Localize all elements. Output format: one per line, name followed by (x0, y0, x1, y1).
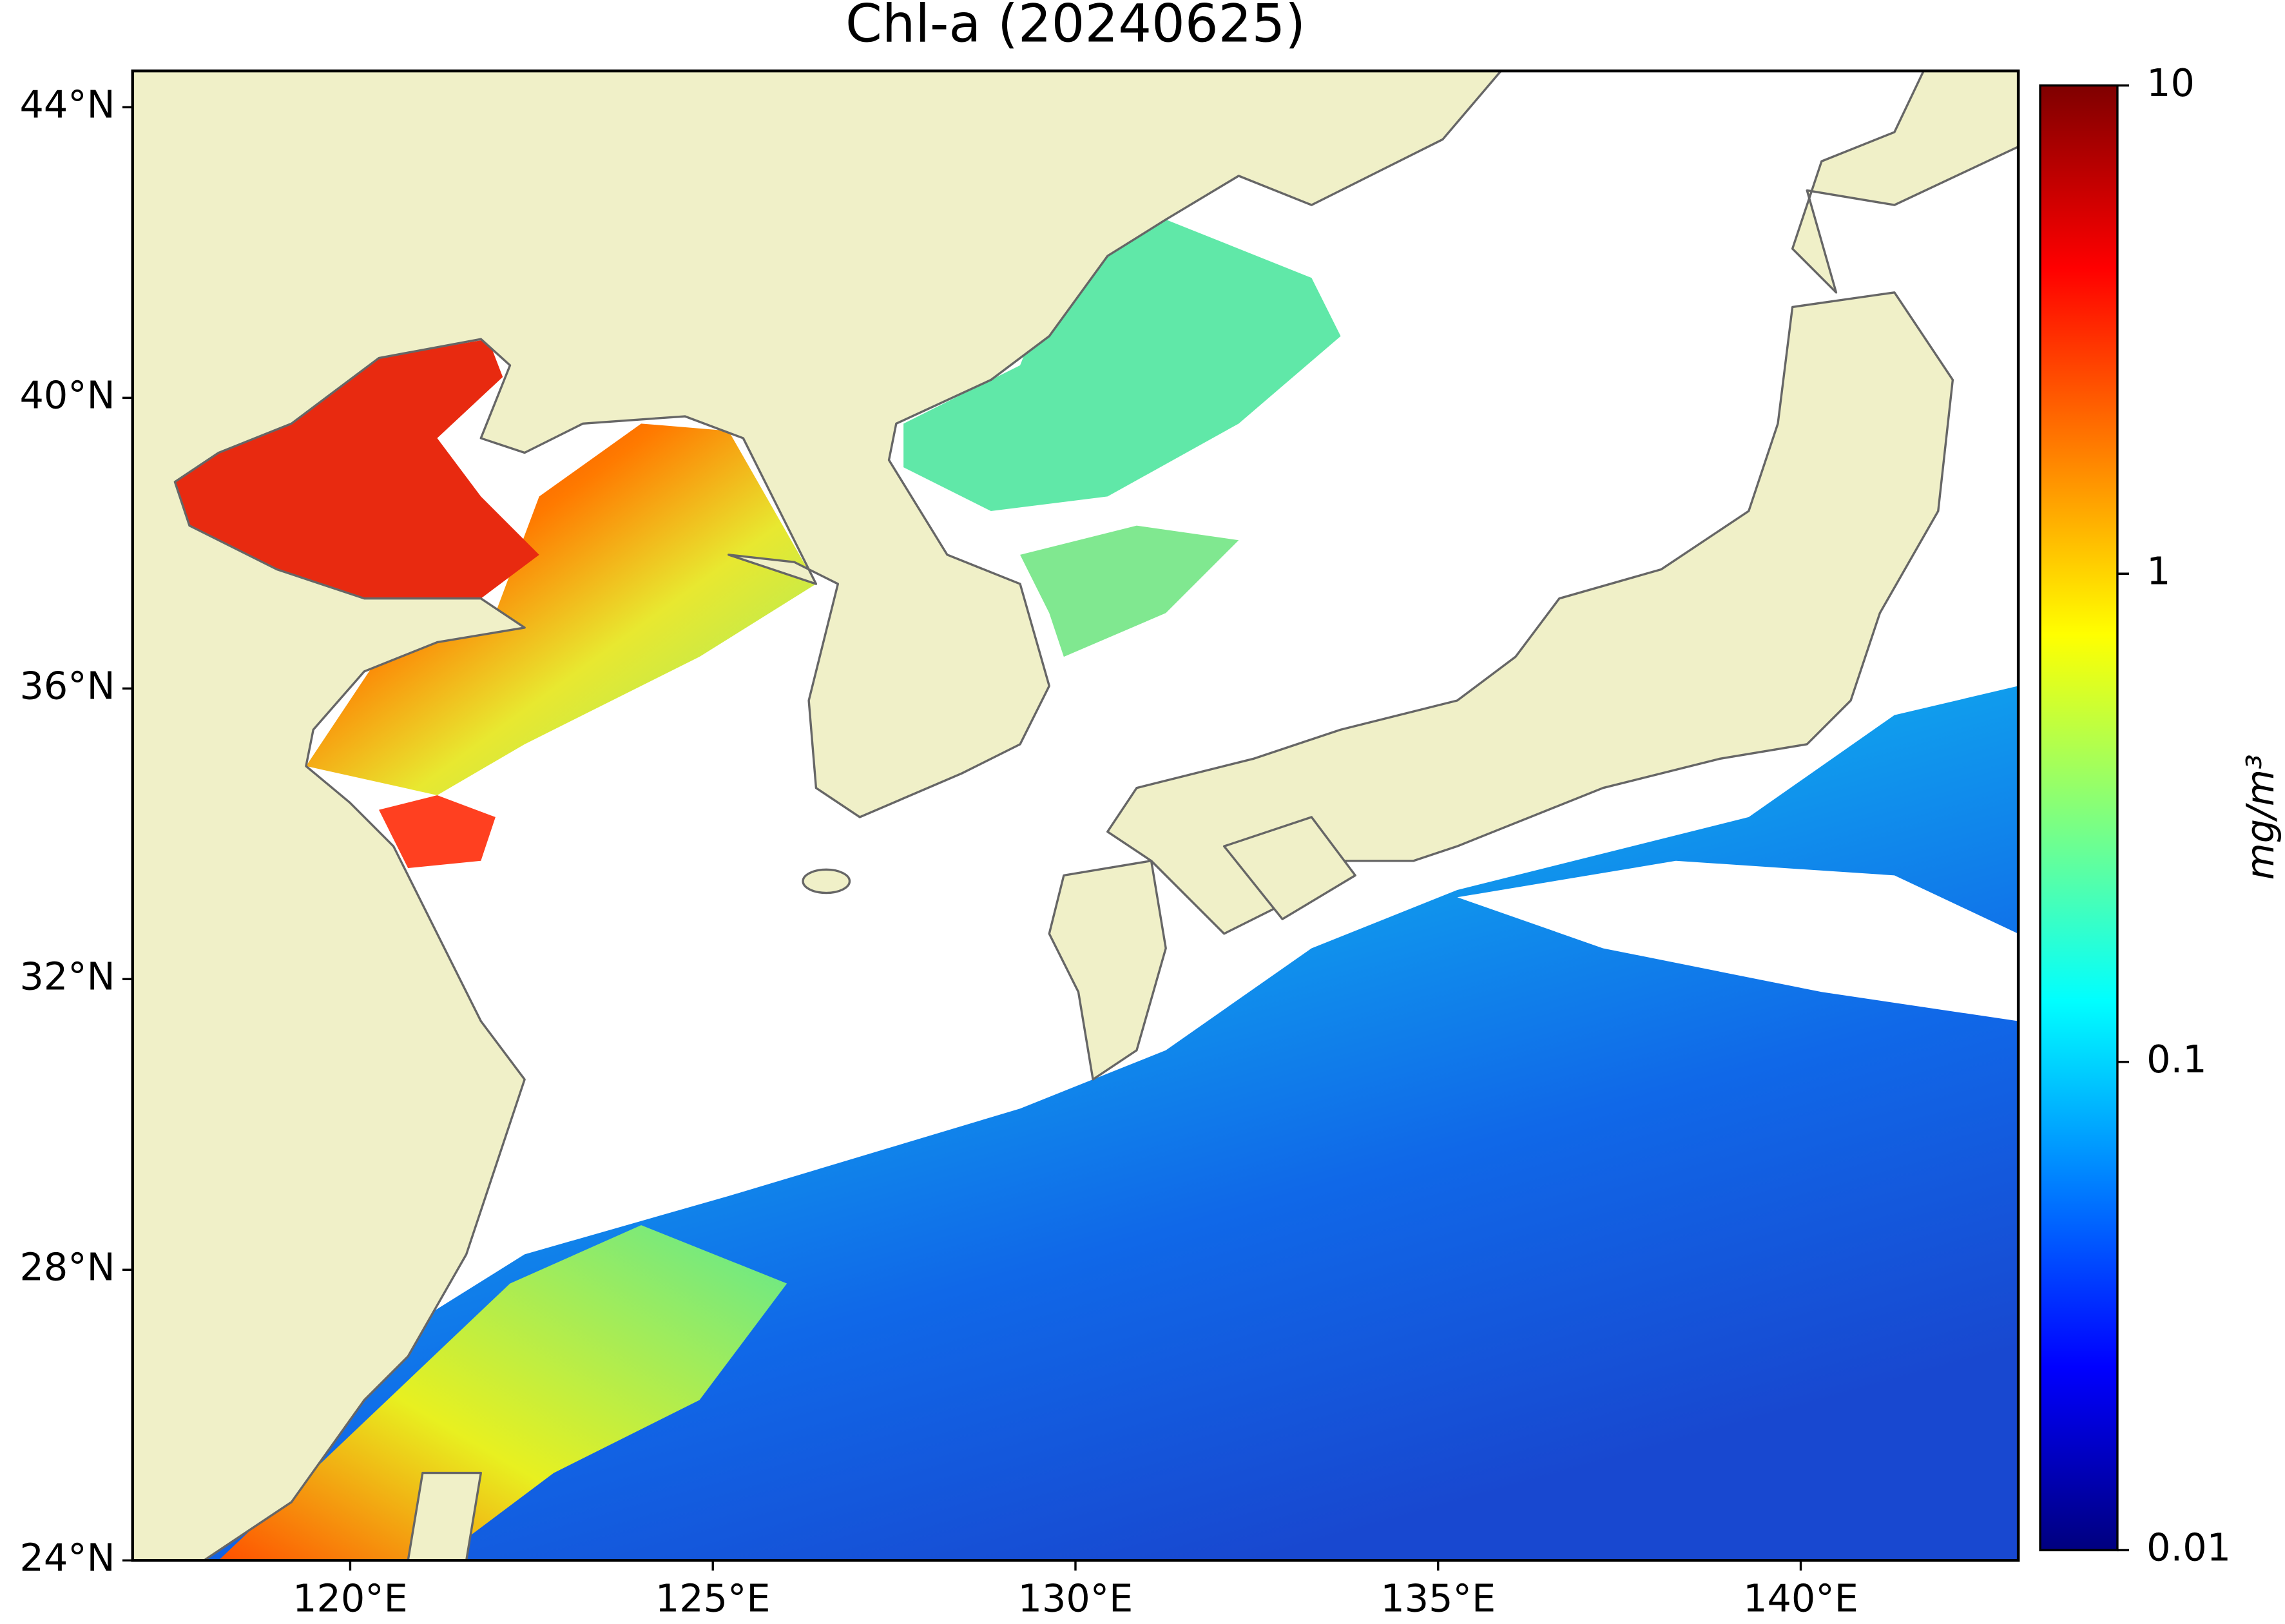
colorbar-tick-label: 1 (2146, 548, 2170, 593)
bohai-chlorophyll (175, 339, 539, 599)
colorbar (2039, 84, 2119, 1552)
y-tick-label: 28°N (19, 1244, 115, 1289)
colorbar-tick-label: 10 (2146, 61, 2195, 105)
y-tick-label: 40°N (19, 372, 115, 417)
hokkaido (1791, 71, 2019, 294)
colorbar-label: mg/m³ (2238, 754, 2282, 880)
shikoku (1222, 816, 1356, 920)
y-tick-label: 32°N (19, 954, 115, 998)
x-tick-label: 125°E (655, 1576, 771, 1621)
x-tick-label: 140°E (1743, 1576, 1858, 1621)
y-tick-label: 36°N (19, 663, 115, 708)
map-title: Chl-a (20240625) (845, 0, 1306, 55)
cloud-patch (1457, 860, 2019, 1021)
colorbar-tick-label: 0.1 (2146, 1037, 2206, 1081)
x-tick-label: 120°E (293, 1576, 408, 1621)
y-tick-label: 24°N (19, 1535, 115, 1580)
coastal-chlorophyll (378, 795, 496, 869)
x-tick-label: 130°E (1018, 1576, 1133, 1621)
kyushu (1048, 860, 1167, 1081)
taiwan (407, 1471, 482, 1561)
x-tick-label: 135°E (1380, 1576, 1496, 1621)
yellow-sea-chlorophyll (305, 423, 816, 795)
mainland-asia (132, 71, 1503, 1561)
y-tick-label: 44°N (19, 82, 115, 127)
jeju (802, 868, 851, 894)
land (132, 71, 2019, 1561)
coastal-chlorophyll (218, 1225, 787, 1561)
japan-sea-chlorophyll (903, 219, 1341, 512)
map-area (132, 71, 2019, 1561)
colorbar-tick-label: 0.01 (2146, 1525, 2231, 1570)
japan-sea-chlorophyll (1020, 525, 1239, 657)
